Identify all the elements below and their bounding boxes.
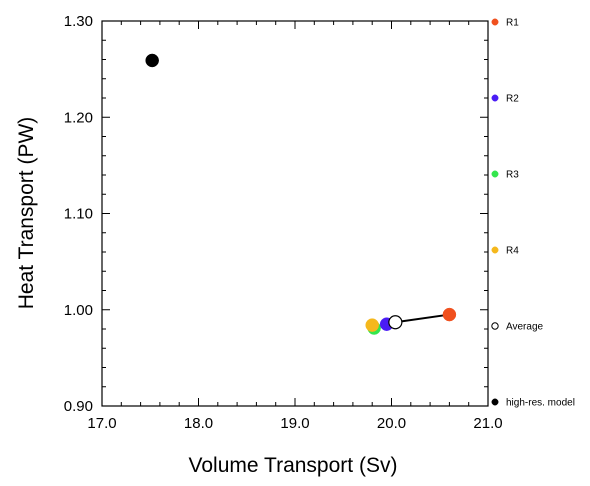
legend-label: R2 — [506, 94, 519, 105]
legend-marker — [491, 170, 499, 178]
y-tick-label: 1.10 — [64, 206, 93, 223]
data-point-average — [388, 315, 403, 330]
data-point-high-res-model — [145, 53, 159, 68]
data-point-r4 — [365, 318, 379, 332]
legend-label: high-res. model — [506, 398, 575, 409]
y-tick-label: 1.30 — [64, 13, 93, 30]
x-tick-label: 19.0 — [280, 415, 309, 432]
y-tick-label: 0.90 — [64, 398, 93, 415]
x-axis: 17.0 18.0 19.0 20.0 21.0 — [87, 21, 503, 432]
plot-area — [101, 20, 489, 407]
connector-line — [395, 313, 450, 324]
y-tick-label: 1.00 — [64, 302, 93, 319]
data-point-r1 — [442, 307, 457, 322]
legend-label: R4 — [506, 246, 519, 257]
legend-marker — [491, 322, 499, 330]
y-axis-title: Heat Transport (PW) — [15, 117, 38, 310]
legend-marker — [491, 18, 499, 26]
y-axis: 0.90 1.00 1.10 1.20 1.30 — [64, 13, 488, 415]
legend: R1 R2 R3 R4 Average high-res. model — [491, 18, 575, 409]
plot-frame — [101, 20, 489, 407]
legend-label: R1 — [506, 18, 519, 29]
y-tick-label: 1.20 — [64, 109, 93, 126]
x-tick-label: 18.0 — [184, 415, 213, 432]
x-tick-label: 17.0 — [87, 415, 116, 432]
x-tick-label: 20.0 — [377, 415, 406, 432]
legend-marker — [491, 94, 499, 102]
legend-marker — [491, 246, 499, 254]
legend-label: R3 — [506, 170, 519, 181]
x-tick-label: 21.0 — [473, 415, 502, 432]
legend-marker — [491, 398, 499, 406]
legend-label: Average — [506, 322, 544, 333]
x-axis-title: Volume Transport (Sv) — [189, 454, 398, 477]
